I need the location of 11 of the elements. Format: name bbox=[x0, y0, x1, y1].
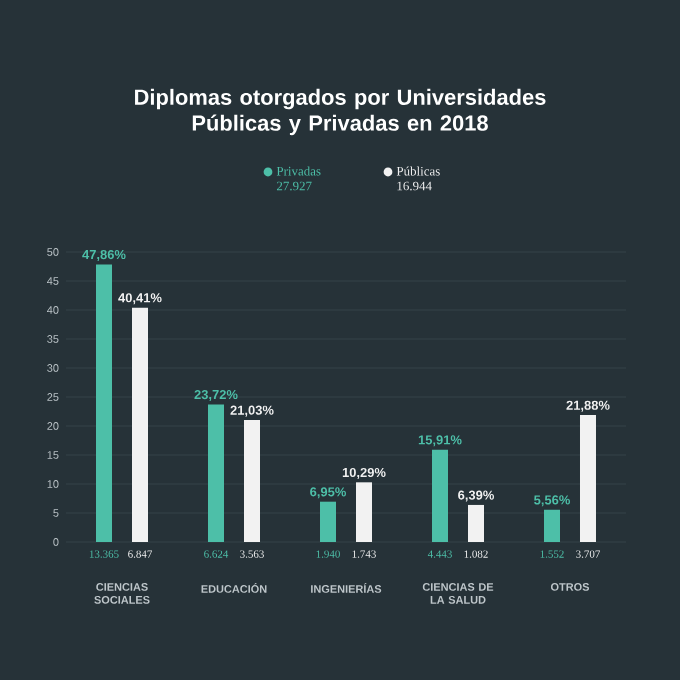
bar bbox=[468, 504, 484, 542]
chart-title: Diplomas otorgados por Universidades Públicas y Privadas en 2018 bbox=[135, 88, 546, 136]
bar bbox=[320, 501, 336, 542]
bar bbox=[132, 307, 148, 542]
bar bbox=[208, 404, 224, 542]
bar bbox=[432, 449, 448, 542]
bar bbox=[244, 420, 260, 542]
bar bbox=[543, 509, 560, 542]
bar bbox=[579, 415, 596, 542]
bar bbox=[356, 482, 372, 542]
bar bbox=[96, 264, 112, 542]
